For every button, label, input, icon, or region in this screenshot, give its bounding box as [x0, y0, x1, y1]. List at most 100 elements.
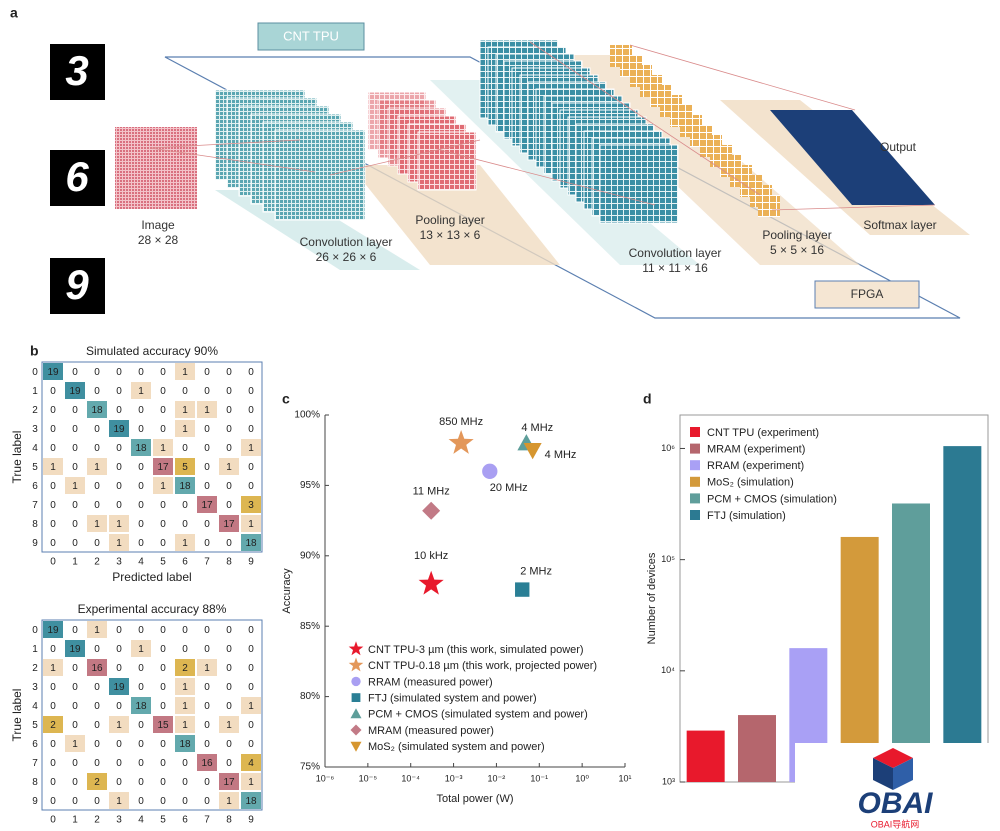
matrix-cell — [109, 515, 129, 532]
matrix-cell — [43, 773, 63, 790]
matrix-cell — [197, 420, 217, 437]
layer-size: 28 × 28 — [138, 233, 179, 247]
matrix-title: Experimental accuracy 88% — [78, 602, 227, 616]
matrix-cell — [175, 382, 195, 399]
matrix-cell — [197, 678, 217, 695]
legend-label: CNT TPU-0.18 µm (this work, projected po… — [368, 660, 597, 672]
cell-label: 0 — [160, 386, 166, 397]
layer-name: Convolution layer — [629, 246, 722, 260]
matrix-cell — [87, 534, 107, 551]
cell-label: 0 — [94, 538, 100, 549]
matrix-cell — [87, 515, 107, 532]
matrix-cell — [65, 754, 85, 771]
cell-label: 0 — [204, 462, 210, 473]
matrix-cell — [175, 401, 195, 418]
cell-label: 0 — [72, 367, 78, 378]
matrix-cell — [219, 735, 239, 752]
matrix-cell — [175, 678, 195, 695]
cell-label: 0 — [50, 481, 56, 492]
matrix-cell — [109, 401, 129, 418]
point — [482, 463, 498, 479]
matrix-cell — [241, 640, 261, 657]
cell-label: 0 — [204, 644, 210, 655]
matrix-cell — [109, 697, 129, 714]
matrix-cell — [197, 659, 217, 676]
y-tick-label: 90% — [300, 550, 320, 561]
cell-label: 0 — [226, 663, 232, 674]
cell-label: 0 — [138, 663, 144, 674]
matrix-cell — [175, 792, 195, 809]
cell-label: 0 — [248, 625, 254, 636]
matrix-cell — [131, 678, 151, 695]
matrix-cell — [175, 621, 195, 638]
matrix-cell — [131, 735, 151, 752]
matrix-cell — [87, 773, 107, 790]
cell-label: 1 — [248, 443, 254, 454]
matrix-cell — [43, 439, 63, 456]
matrix-cell — [241, 697, 261, 714]
cell-label: 0 — [94, 424, 100, 435]
cell-label: 0 — [160, 424, 166, 435]
col-label: 4 — [138, 815, 144, 826]
cell-label: 18 — [179, 739, 191, 750]
cell-label: 0 — [94, 682, 100, 693]
matrix-cell — [109, 420, 129, 437]
matrix-cell — [197, 640, 217, 657]
cell-label: 0 — [226, 443, 232, 454]
legend-swatch — [690, 427, 700, 437]
cell-label: 18 — [91, 405, 103, 416]
cell-label: 0 — [182, 796, 188, 807]
cell-label: 0 — [94, 367, 100, 378]
col-label: 9 — [248, 557, 254, 568]
matrix-cell — [43, 735, 63, 752]
cell-label: 0 — [248, 462, 254, 473]
cell-label: 0 — [94, 386, 100, 397]
matrix-cell — [175, 754, 195, 771]
cell-label: 0 — [138, 777, 144, 788]
matrix-cell — [43, 659, 63, 676]
point-annotation: 20 MHz — [490, 482, 528, 494]
matrix-cell — [87, 382, 107, 399]
matrix-cell — [131, 363, 151, 380]
row-label: 5 — [32, 720, 38, 731]
cell-label: 0 — [226, 405, 232, 416]
matrix-cell — [197, 716, 217, 733]
matrix-cell — [87, 792, 107, 809]
matrix-cell — [175, 773, 195, 790]
matrix-cell — [175, 477, 195, 494]
matrix-cell — [65, 640, 85, 657]
layer-name: Pooling layer — [762, 228, 831, 242]
matrix-cell — [219, 382, 239, 399]
cell-label: 0 — [204, 386, 210, 397]
cell-label: 0 — [116, 701, 122, 712]
cell-label: 1 — [138, 386, 144, 397]
matrix-cell — [87, 439, 107, 456]
cell-label: 0 — [50, 519, 56, 530]
cell-label: 1 — [50, 663, 56, 674]
row-label: 1 — [32, 644, 38, 655]
connection-lines — [149, 41, 936, 211]
matrix-cell — [241, 792, 261, 809]
matrix-cell — [65, 621, 85, 638]
matrix-cell — [109, 363, 129, 380]
cell-label: 1 — [94, 625, 100, 636]
matrix-cell — [153, 382, 173, 399]
matrix-cell — [219, 363, 239, 380]
matrix-cell — [153, 420, 173, 437]
matrix-cell — [153, 439, 173, 456]
matrix-cell — [153, 697, 173, 714]
cell-label: 2 — [50, 720, 56, 731]
matrix-cell — [241, 477, 261, 494]
cell-label: 0 — [50, 538, 56, 549]
box-label: FPGA — [851, 287, 884, 301]
matrix-cell — [175, 534, 195, 551]
y-axis-label: Accuracy — [281, 568, 293, 614]
cell-label: 1 — [226, 720, 232, 731]
matrix-cell — [65, 420, 85, 437]
conv2-stack — [479, 39, 679, 224]
point — [418, 570, 444, 595]
matrix-cell — [109, 792, 129, 809]
matrix-cell — [43, 496, 63, 513]
cell-label: 0 — [94, 739, 100, 750]
cell-label: 0 — [160, 500, 166, 511]
